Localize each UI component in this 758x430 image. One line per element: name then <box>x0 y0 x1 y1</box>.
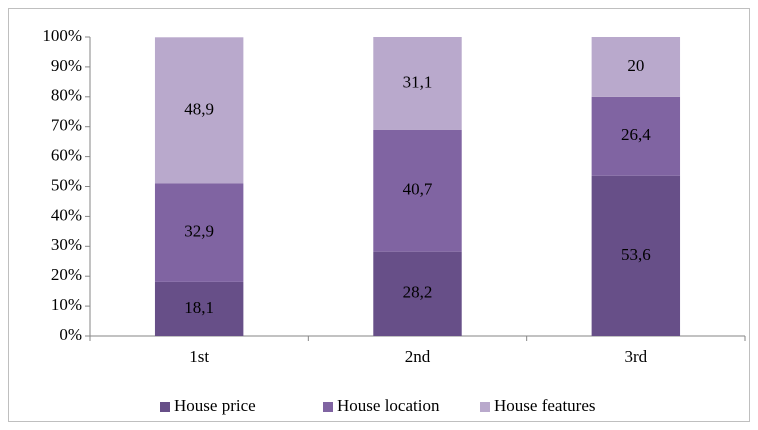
chart-border <box>8 8 750 422</box>
bar-segment <box>373 37 462 130</box>
bar-segment <box>591 96 681 176</box>
data-label: 40,7 <box>403 180 433 199</box>
bar-segment <box>154 281 244 336</box>
data-label: 26,4 <box>621 125 651 144</box>
y-tick-label: 90% <box>51 56 82 75</box>
data-label: 28,2 <box>403 283 433 302</box>
y-tick-label: 50% <box>51 175 82 194</box>
data-label: 20 <box>627 56 644 75</box>
bar-segment <box>373 251 462 336</box>
bar-segment <box>373 129 462 252</box>
data-label: 31,1 <box>403 72 433 91</box>
legend-label: House features <box>494 396 596 415</box>
y-tick-label: 60% <box>51 146 82 165</box>
bar-segment <box>154 37 244 184</box>
y-tick-label: 70% <box>51 116 82 135</box>
y-tick-label: 40% <box>51 205 82 224</box>
data-label: 53,6 <box>621 245 651 264</box>
y-tick-label: 100% <box>42 26 82 45</box>
y-tick-label: 20% <box>51 265 82 284</box>
x-tick-label: 3rd <box>624 347 647 366</box>
y-tick-label: 0% <box>59 325 82 344</box>
x-tick-label: 2nd <box>405 347 431 366</box>
legend-swatch <box>323 402 333 412</box>
bar-segment <box>154 183 244 282</box>
y-tick-label: 10% <box>51 295 82 314</box>
bar-segment <box>591 37 681 97</box>
y-tick-label: 80% <box>51 86 82 105</box>
x-tick-label: 1st <box>189 347 209 366</box>
legend-label: House price <box>174 396 256 415</box>
legend-label: House location <box>337 396 440 415</box>
bar-segment <box>591 175 681 336</box>
legend-swatch <box>160 402 170 412</box>
data-label: 32,9 <box>184 222 214 241</box>
data-label: 48,9 <box>184 99 214 118</box>
legend-swatch <box>480 402 490 412</box>
data-label: 18,1 <box>184 298 214 317</box>
y-tick-label: 30% <box>51 235 82 254</box>
